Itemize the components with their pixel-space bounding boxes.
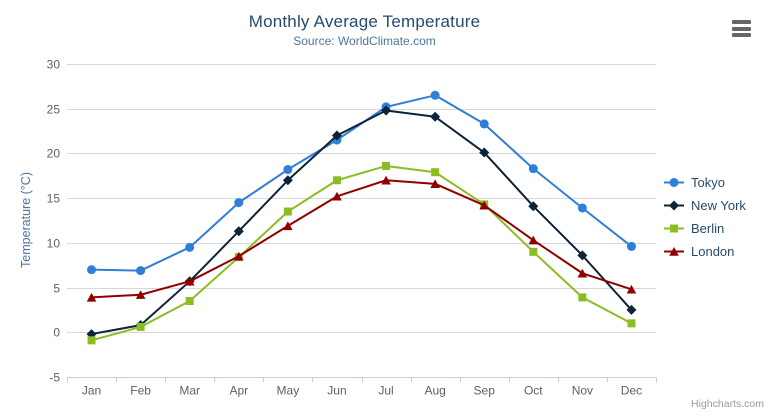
data-point-marker[interactable] bbox=[382, 161, 391, 170]
data-point-marker[interactable] bbox=[283, 207, 292, 216]
circle-legend-marker bbox=[664, 178, 684, 187]
legend-item-tokyo[interactable]: Tokyo bbox=[663, 171, 746, 194]
context-menu-button[interactable] bbox=[732, 20, 751, 37]
legend-item-london[interactable]: London bbox=[663, 240, 746, 263]
data-point-marker[interactable] bbox=[381, 175, 391, 185]
legend-label: Berlin bbox=[691, 221, 725, 236]
data-point-marker[interactable] bbox=[669, 178, 679, 187]
data-point-marker[interactable] bbox=[331, 130, 342, 141]
x-axis-label: Jul bbox=[378, 384, 393, 398]
data-point-marker[interactable] bbox=[669, 247, 679, 256]
chart-subtitle: Source: WorldClimate.com bbox=[293, 34, 436, 48]
credits-link[interactable]: Highcharts.com bbox=[691, 398, 764, 410]
series-new-york[interactable] bbox=[86, 105, 637, 340]
data-point-marker[interactable] bbox=[578, 293, 587, 302]
data-point-marker[interactable] bbox=[577, 203, 587, 213]
data-point-marker[interactable] bbox=[86, 292, 97, 302]
x-axis-label: Mar bbox=[179, 384, 200, 398]
data-point-marker[interactable] bbox=[184, 276, 195, 286]
diamond-legend-marker bbox=[664, 200, 684, 211]
series-line bbox=[90, 179, 633, 299]
data-point-marker[interactable] bbox=[87, 265, 97, 275]
legend-label: Tokyo bbox=[691, 175, 725, 190]
legend-item-new-york[interactable]: New York bbox=[663, 194, 746, 217]
square-legend-marker bbox=[664, 224, 684, 233]
data-point-marker[interactable] bbox=[577, 250, 588, 261]
data-point-marker[interactable] bbox=[87, 336, 96, 345]
x-axis-label: Aug bbox=[424, 384, 445, 398]
y-axis-label: 30 bbox=[47, 58, 61, 72]
data-point-marker[interactable] bbox=[528, 201, 539, 212]
x-axis-label: May bbox=[277, 384, 300, 398]
data-point-marker[interactable] bbox=[479, 119, 489, 129]
data-point-marker[interactable] bbox=[430, 111, 441, 122]
series-tokyo[interactable] bbox=[87, 90, 636, 276]
data-point-marker[interactable] bbox=[626, 284, 637, 294]
data-point-marker[interactable] bbox=[528, 235, 539, 245]
y-axis-label: 15 bbox=[47, 192, 61, 206]
legend-label: New York bbox=[691, 198, 746, 213]
data-point-marker[interactable] bbox=[528, 164, 538, 174]
x-axis-label: Sep bbox=[474, 384, 496, 398]
data-point-marker[interactable] bbox=[430, 90, 440, 100]
data-point-marker[interactable] bbox=[136, 322, 145, 331]
series-london[interactable] bbox=[86, 175, 637, 302]
x-axis-label: Apr bbox=[229, 384, 248, 398]
data-point-marker[interactable] bbox=[670, 224, 678, 233]
data-point-marker[interactable] bbox=[282, 175, 293, 186]
data-point-marker[interactable] bbox=[626, 241, 636, 251]
y-axis-label: 0 bbox=[53, 326, 60, 340]
data-point-marker[interactable] bbox=[283, 221, 293, 231]
data-point-marker[interactable] bbox=[479, 200, 490, 210]
data-point-marker[interactable] bbox=[233, 251, 244, 261]
legend: Tokyo New York Berlin London bbox=[663, 171, 746, 263]
series-line bbox=[90, 164, 633, 342]
legend-label: London bbox=[691, 244, 735, 259]
x-axis-label: Dec bbox=[621, 384, 642, 398]
series-line bbox=[90, 109, 633, 336]
legend-item-berlin[interactable]: Berlin bbox=[663, 217, 746, 240]
data-point-marker[interactable] bbox=[136, 266, 146, 276]
data-point-marker[interactable] bbox=[479, 147, 490, 158]
data-point-marker[interactable] bbox=[627, 319, 636, 328]
x-axis-label: Jun bbox=[327, 384, 346, 398]
data-point-marker[interactable] bbox=[283, 165, 293, 175]
data-point-marker[interactable] bbox=[234, 198, 244, 208]
data-point-marker[interactable] bbox=[529, 247, 538, 256]
data-point-marker[interactable] bbox=[381, 105, 392, 116]
x-axis-label: Oct bbox=[524, 384, 543, 398]
data-point-marker[interactable] bbox=[233, 226, 244, 237]
data-point-marker[interactable] bbox=[332, 191, 342, 201]
data-point-marker[interactable] bbox=[431, 168, 440, 177]
data-point-marker[interactable] bbox=[669, 200, 679, 211]
data-point-marker[interactable] bbox=[332, 176, 341, 185]
triangle-legend-marker bbox=[664, 247, 684, 256]
chart-title: Monthly Average Temperature bbox=[248, 12, 481, 31]
data-point-marker[interactable] bbox=[626, 304, 637, 315]
x-axis-label: Feb bbox=[130, 384, 151, 398]
hamburger-icon bbox=[732, 20, 751, 24]
y-axis-label: -5 bbox=[49, 371, 60, 385]
x-axis-label: Nov bbox=[572, 384, 593, 398]
x-axis-label: Jan bbox=[82, 384, 101, 398]
data-point-marker[interactable] bbox=[185, 296, 194, 305]
data-point-marker[interactable] bbox=[577, 268, 588, 278]
data-point-marker[interactable] bbox=[430, 179, 440, 189]
data-point-marker[interactable] bbox=[135, 290, 146, 299]
y-axis-label: 25 bbox=[47, 103, 61, 117]
series-line bbox=[90, 94, 633, 272]
data-point-marker[interactable] bbox=[185, 242, 195, 252]
y-axis-title: Temperature (°C) bbox=[19, 172, 33, 268]
y-axis-label: 10 bbox=[47, 237, 61, 251]
y-axis-label: 20 bbox=[47, 147, 61, 161]
y-axis-label: 5 bbox=[53, 282, 60, 296]
